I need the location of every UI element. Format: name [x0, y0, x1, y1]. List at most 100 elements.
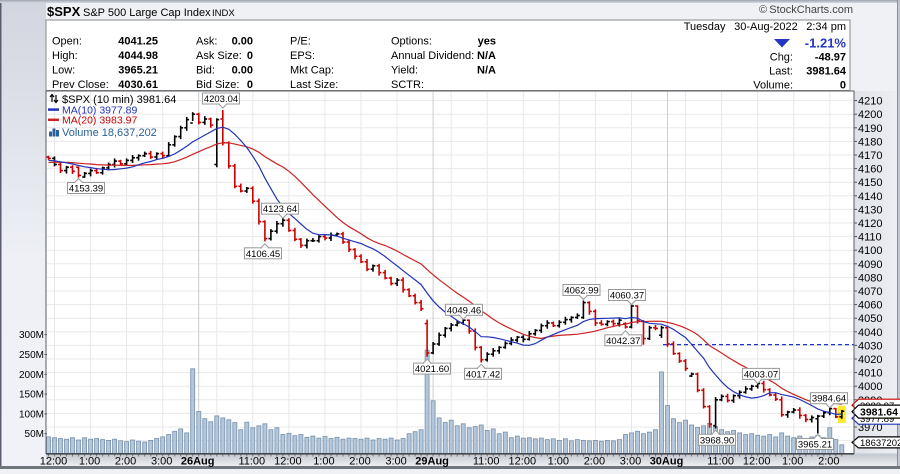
svg-text:3977.89: 3977.89 — [860, 414, 894, 425]
svg-text:0: 0 — [247, 79, 253, 91]
svg-text:50M: 50M — [25, 429, 44, 440]
svg-text:-48.97: -48.97 — [815, 52, 846, 64]
svg-text:Bid:: Bid: — [196, 65, 215, 77]
svg-text:Last:: Last: — [769, 66, 793, 78]
svg-text:12:00: 12:00 — [274, 456, 302, 468]
svg-text:300M: 300M — [19, 330, 44, 341]
svg-text:4090: 4090 — [858, 259, 882, 271]
svg-text:EPS:: EPS: — [290, 50, 315, 62]
svg-text:200M: 200M — [19, 370, 44, 381]
svg-text:3981.64: 3981.64 — [860, 406, 898, 418]
svg-text:High:: High: — [52, 50, 78, 62]
svg-text:Last Size:: Last Size: — [290, 79, 338, 91]
svg-text:3965.21: 3965.21 — [798, 440, 832, 451]
svg-text:3970: 3970 — [858, 422, 882, 434]
svg-text:4060: 4060 — [858, 300, 882, 312]
svg-text:12:00: 12:00 — [509, 456, 537, 468]
svg-text:4040: 4040 — [858, 327, 882, 339]
svg-text:4003.07: 4003.07 — [744, 369, 778, 380]
svg-text:150M: 150M — [19, 390, 44, 401]
svg-text:4170: 4170 — [858, 150, 882, 162]
svg-text:MA(20) 3983.97: MA(20) 3983.97 — [62, 115, 137, 127]
svg-text:250M: 250M — [19, 350, 44, 361]
svg-text:11:00: 11:00 — [473, 456, 500, 468]
svg-text:4017.42: 4017.42 — [466, 369, 500, 380]
svg-text:2:00: 2:00 — [818, 456, 839, 468]
svg-text:Open:: Open: — [52, 36, 82, 48]
svg-text:4044.98: 4044.98 — [118, 50, 158, 62]
svg-text:Annual Dividend:: Annual Dividend: — [391, 50, 474, 62]
svg-text:11:00: 11:00 — [238, 456, 265, 468]
svg-text:3968.90: 3968.90 — [700, 435, 734, 446]
svg-text:11:00: 11:00 — [707, 456, 734, 468]
svg-text:4062.99: 4062.99 — [564, 286, 598, 297]
svg-text:4021.60: 4021.60 — [415, 364, 449, 375]
svg-text:INDX: INDX — [212, 8, 235, 19]
svg-text:Tuesday 30-Aug-2022 2:34 pm: Tuesday 30-Aug-2022 2:34 pm — [684, 21, 846, 33]
svg-text:26Aug: 26Aug — [181, 456, 215, 468]
svg-text:Volume 18,637,202: Volume 18,637,202 — [62, 127, 157, 139]
svg-text:1:00: 1:00 — [313, 456, 334, 468]
svg-text:4080: 4080 — [858, 272, 882, 284]
svg-text:4100: 4100 — [858, 245, 882, 257]
svg-text:-1.21%: -1.21% — [805, 36, 847, 51]
svg-text:4020: 4020 — [858, 354, 882, 366]
svg-text:2:00: 2:00 — [349, 456, 370, 468]
svg-text:4203.04: 4203.04 — [204, 94, 238, 105]
svg-text:Mkt Cap:: Mkt Cap: — [290, 65, 334, 77]
svg-text:4060.37: 4060.37 — [610, 291, 644, 302]
svg-text:4180: 4180 — [858, 136, 882, 148]
svg-text:4210: 4210 — [858, 96, 882, 108]
svg-text:30Aug: 30Aug — [650, 456, 684, 468]
svg-text:$SPX (10 min) 3981.64: $SPX (10 min) 3981.64 — [62, 94, 176, 106]
svg-text:4041.25: 4041.25 — [118, 36, 158, 48]
svg-text:3965.21: 3965.21 — [118, 65, 158, 77]
svg-text:4000: 4000 — [858, 381, 882, 393]
svg-text:0: 0 — [247, 50, 253, 62]
svg-text:1:00: 1:00 — [548, 456, 569, 468]
svg-text:18637202: 18637202 — [860, 438, 900, 449]
svg-text:0.00: 0.00 — [232, 65, 253, 77]
svg-text:3984.64: 3984.64 — [812, 394, 846, 405]
svg-text:0: 0 — [840, 80, 846, 92]
svg-text:P/E:: P/E: — [290, 36, 311, 48]
svg-text:S&P 500 Large Cap Index: S&P 500 Large Cap Index — [83, 7, 211, 19]
svg-text:4030: 4030 — [858, 340, 882, 352]
svg-text:Prev Close:: Prev Close: — [52, 79, 109, 91]
svg-text:Chg:: Chg: — [770, 52, 793, 64]
svg-text:29Aug: 29Aug — [415, 456, 449, 468]
svg-text:2:00: 2:00 — [115, 456, 136, 468]
svg-text:Options:: Options: — [391, 36, 432, 48]
svg-text:4123.64: 4123.64 — [263, 204, 297, 215]
svg-text:0.00: 0.00 — [232, 36, 253, 48]
svg-text:4130: 4130 — [858, 204, 882, 216]
svg-text:Ask:: Ask: — [196, 36, 217, 48]
svg-text:Volume:: Volume: — [753, 80, 793, 92]
svg-text:4110: 4110 — [858, 232, 882, 244]
svg-text:© StockCharts.com: © StockCharts.com — [759, 4, 853, 16]
svg-text:2:00: 2:00 — [584, 456, 605, 468]
svg-text:4150: 4150 — [858, 177, 882, 189]
svg-text:Low:: Low: — [52, 65, 75, 77]
svg-text:4049.46: 4049.46 — [447, 305, 481, 316]
svg-text:12:00: 12:00 — [743, 456, 771, 468]
svg-text:$SPX: $SPX — [47, 4, 81, 19]
svg-text:4153.39: 4153.39 — [69, 184, 103, 195]
svg-text:4050: 4050 — [858, 313, 882, 325]
svg-text:12:00: 12:00 — [40, 456, 68, 468]
svg-text:Bid Size:: Bid Size: — [196, 79, 239, 91]
svg-text:4106.45: 4106.45 — [246, 249, 280, 260]
svg-text:3981.64: 3981.64 — [806, 66, 847, 78]
svg-text:4190: 4190 — [858, 123, 882, 135]
svg-text:4010: 4010 — [858, 368, 882, 380]
svg-text:SCTR:: SCTR: — [391, 79, 424, 91]
svg-text:4070: 4070 — [858, 286, 882, 298]
svg-text:3:00: 3:00 — [620, 456, 641, 468]
svg-text:N/A: N/A — [477, 65, 496, 77]
svg-text:1:00: 1:00 — [79, 456, 100, 468]
svg-text:MA(10) 3977.89: MA(10) 3977.89 — [62, 104, 137, 116]
svg-text:3:00: 3:00 — [151, 456, 172, 468]
svg-text:4140: 4140 — [858, 191, 882, 203]
svg-text:yes: yes — [478, 36, 496, 48]
svg-text:1:00: 1:00 — [782, 456, 803, 468]
